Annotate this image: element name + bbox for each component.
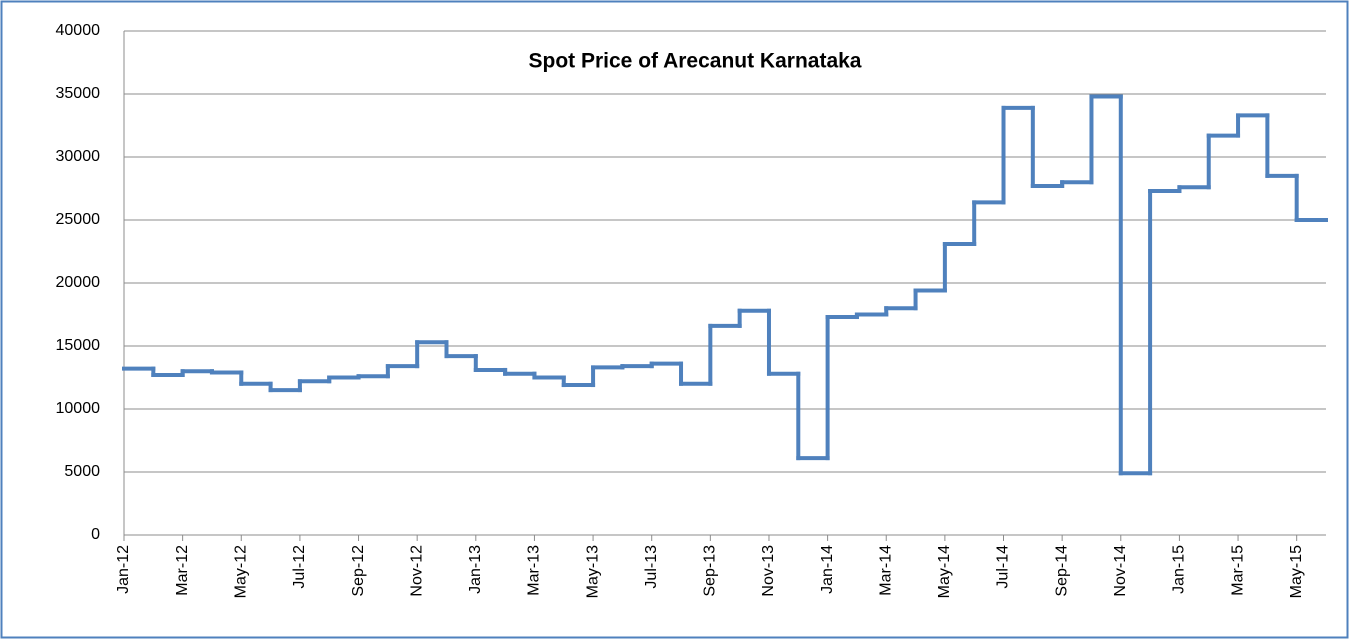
x-tick-label: Mar-14	[877, 545, 894, 596]
x-tick-label: May-13	[584, 545, 601, 598]
y-tick-label: 40000	[56, 22, 101, 39]
y-tick-label: 25000	[56, 211, 101, 228]
x-tick-label: Jan-13	[467, 545, 484, 594]
x-tick-label: Jan-12	[115, 545, 132, 594]
x-tick-label: Mar-15	[1229, 545, 1246, 596]
x-tick-label: Jul-12	[291, 545, 308, 589]
y-tick-label: 15000	[56, 337, 101, 354]
x-tick-label: Jul-13	[643, 545, 660, 589]
x-tick-label: Jul-14	[995, 545, 1012, 589]
x-tick-label: Jan-15	[1171, 545, 1188, 594]
x-tick-label: Jan-14	[819, 545, 836, 594]
x-tick-label: Mar-12	[174, 545, 191, 596]
y-tick-label: 0	[91, 526, 100, 543]
y-tick-label: 20000	[56, 274, 101, 291]
chart-title: Spot Price of Arecanut Karnataka	[529, 50, 862, 73]
x-tick-label: Nov-13	[760, 545, 777, 597]
x-tick-label: Sep-12	[350, 545, 367, 597]
y-tick-label: 5000	[64, 463, 100, 480]
x-tick-label: May-12	[232, 545, 249, 598]
x-tick-label: Nov-12	[408, 545, 425, 597]
y-tick-label: 35000	[56, 85, 101, 102]
y-tick-label: 10000	[56, 400, 101, 417]
x-tick-label: May-15	[1288, 545, 1305, 598]
x-tick-label: May-14	[936, 545, 953, 598]
x-tick-label: Mar-13	[526, 545, 543, 596]
x-tick-label: Sep-14	[1053, 545, 1070, 597]
x-tick-label: Sep-13	[702, 545, 719, 597]
x-tick-label: Nov-14	[1112, 545, 1129, 597]
y-tick-label: 30000	[56, 148, 101, 165]
